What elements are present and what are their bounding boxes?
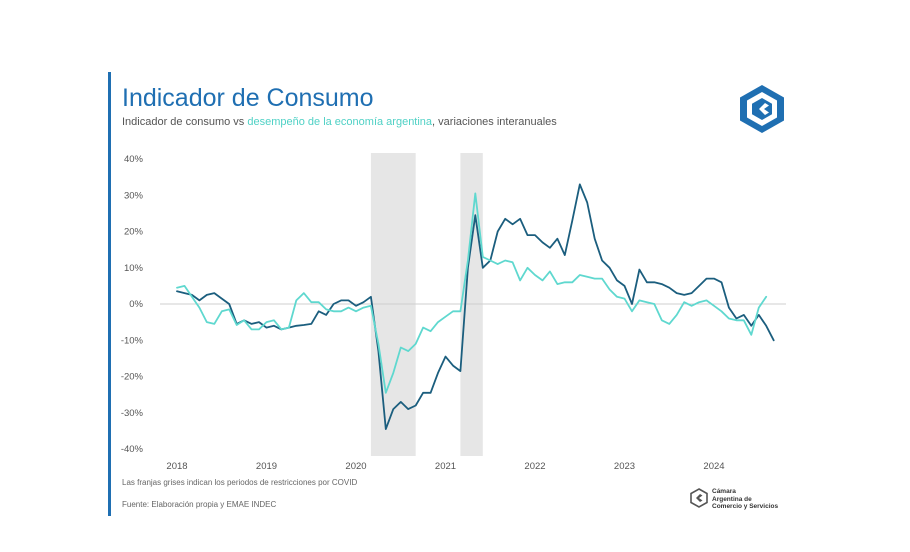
x-tick-label: 2024 bbox=[703, 461, 724, 472]
series-consumo-line bbox=[176, 183, 775, 431]
chart-subtitle: Indicador de consumo vs desempeño de la … bbox=[122, 116, 557, 128]
y-tick-label: 20% bbox=[124, 227, 144, 238]
cac-small-logo-icon bbox=[690, 488, 708, 508]
x-tick-label: 2018 bbox=[166, 461, 187, 472]
y-tick-label: -40% bbox=[121, 444, 144, 455]
chart-title: Indicador de Consumo bbox=[122, 84, 374, 112]
y-tick-label: 10% bbox=[124, 263, 144, 274]
cac-logo-icon bbox=[740, 85, 784, 133]
covid-note: Las franjas grises indican los periodos … bbox=[122, 478, 358, 487]
y-axis-ticks: 40% 30% 20% 10% 0% -10% -20% -30% -40% bbox=[121, 154, 144, 455]
brand-block: Cámara Argentina de Comercio y Servicios bbox=[690, 488, 800, 512]
subtitle-highlight: desempeño de la economía argentina bbox=[247, 116, 433, 128]
x-tick-label: 2019 bbox=[256, 461, 277, 472]
x-tick-label: 2023 bbox=[614, 461, 635, 472]
brand-name: Cámara Argentina de Comercio y Servicios bbox=[712, 488, 778, 511]
y-tick-label: 30% bbox=[124, 190, 144, 201]
x-tick-label: 2021 bbox=[435, 461, 456, 472]
y-tick-label: 40% bbox=[124, 154, 144, 165]
brand-line-3: Comercio y Servicios bbox=[712, 503, 779, 510]
source-note: Fuente: Elaboración propia y EMAE INDEC bbox=[122, 500, 277, 509]
y-tick-label: -10% bbox=[121, 335, 144, 346]
y-tick-label: -20% bbox=[121, 372, 144, 383]
x-tick-label: 2020 bbox=[345, 461, 366, 472]
brand-line-2: Argentina de bbox=[712, 495, 752, 503]
subtitle-suffix: , variaciones interanuales bbox=[432, 116, 557, 128]
series-economia-line bbox=[176, 192, 768, 394]
accent-bar bbox=[108, 72, 111, 516]
x-axis-ticks: 2018 2019 2020 2021 2022 2023 2024 bbox=[166, 461, 724, 472]
y-tick-label: -30% bbox=[121, 408, 144, 419]
brand-line-1: Cámara bbox=[712, 488, 736, 495]
y-tick-label: 0% bbox=[129, 299, 143, 310]
x-tick-label: 2022 bbox=[524, 461, 545, 472]
subtitle-prefix: Indicador de consumo vs bbox=[122, 116, 248, 128]
series-lines bbox=[176, 183, 775, 431]
